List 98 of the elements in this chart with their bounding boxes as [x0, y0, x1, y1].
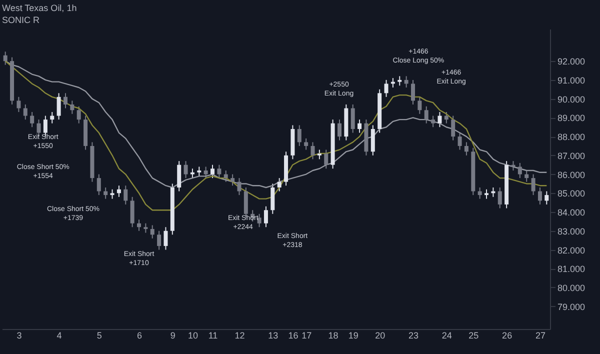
candlestick — [137, 219, 141, 232]
x-tick-label: 6 — [136, 330, 142, 340]
x-tick-label: 19 — [348, 330, 358, 340]
x-tick-label: 10 — [188, 330, 198, 340]
candlestick — [337, 119, 342, 141]
candlestick — [110, 188, 114, 200]
candlestick — [50, 112, 54, 124]
y-tick-label: 91.000 — [558, 75, 586, 86]
x-tick-label: 20 — [375, 330, 386, 340]
candlestick — [324, 149, 328, 170]
candlestick — [150, 224, 154, 239]
candlestick — [104, 186, 108, 200]
candlestick — [230, 174, 235, 186]
candlestick — [444, 112, 448, 124]
candlestick — [350, 104, 355, 134]
y-tick-label: 87.000 — [558, 150, 586, 161]
candlestick — [484, 188, 489, 200]
candlestick — [164, 226, 168, 250]
x-tick-label: 26 — [502, 330, 512, 340]
candlestick — [531, 174, 536, 196]
candlestick — [204, 166, 208, 179]
candlestick — [56, 92, 61, 120]
candlestick — [544, 190, 549, 205]
y-tick-label: 80.000 — [558, 282, 586, 293]
y-tick-label: 88.000 — [558, 132, 586, 142]
x-tick-label: 12 — [234, 330, 245, 340]
candlestick — [144, 222, 148, 234]
candlestick — [257, 213, 262, 228]
candlestick — [224, 170, 228, 182]
x-tick-label: 11 — [208, 330, 218, 340]
candlestick — [297, 124, 302, 146]
candlestick — [63, 92, 68, 109]
candlestick — [30, 112, 34, 128]
y-tick-label: 85.000 — [558, 188, 586, 199]
x-tick-label: 17 — [302, 330, 312, 340]
y-tick-label: 86.000 — [558, 170, 586, 180]
y-tick-label: 83.000 — [558, 226, 586, 236]
x-tick-label: 27 — [535, 330, 546, 340]
candlestick — [23, 104, 28, 120]
candlestick — [424, 106, 428, 124]
candlestick — [498, 186, 502, 209]
candlestick — [76, 106, 81, 124]
x-tick-label: 13 — [268, 330, 278, 340]
candlestick — [411, 79, 415, 105]
y-tick-label: 89.000 — [558, 113, 586, 124]
candlestick — [237, 178, 242, 196]
x-tick-label: 25 — [468, 330, 479, 340]
x-tick-label: 5 — [96, 330, 102, 340]
candlestick — [458, 132, 462, 150]
x-tick-label: 9 — [170, 330, 176, 340]
x-tick-label: 3 — [16, 330, 22, 340]
candlestick — [304, 138, 308, 150]
candlestick — [124, 185, 128, 205]
candlestick — [398, 76, 402, 86]
candlestick — [3, 51, 8, 66]
y-tick-label: 82.000 — [558, 245, 586, 256]
candlestick — [451, 115, 456, 141]
candlestick — [464, 142, 468, 156]
candlestick — [16, 96, 21, 113]
y-tick-label: 81.000 — [558, 264, 586, 274]
candlestick — [130, 196, 134, 228]
candlestick — [184, 160, 188, 179]
candlestick — [418, 96, 422, 114]
chart-title: West Texas Oil, 1h — [2, 3, 77, 13]
candlestick — [358, 119, 362, 134]
candlestick — [310, 142, 315, 160]
candlestick — [264, 206, 268, 228]
candlestick — [518, 162, 522, 179]
candlestick — [210, 164, 215, 179]
chart-subtitle: SONIC R — [2, 15, 40, 25]
x-tick-label: 18 — [328, 330, 338, 340]
candlestick — [190, 168, 194, 179]
candlestick — [116, 185, 121, 198]
candlestick — [317, 149, 322, 160]
candlestick — [217, 164, 222, 179]
y-tick-label: 79.000 — [558, 302, 586, 312]
candlestick — [277, 178, 282, 192]
candlestick — [70, 100, 74, 114]
candlestick — [404, 76, 408, 88]
candlestick — [538, 186, 542, 205]
candlestick — [431, 115, 436, 128]
candlestick — [478, 186, 482, 200]
y-tick-label: 90.000 — [558, 94, 586, 104]
x-tick-label: 16 — [288, 330, 298, 340]
y-tick-label: 92.000 — [558, 56, 586, 67]
candlestick — [438, 112, 442, 128]
candlestick — [384, 79, 388, 98]
candlestick — [177, 160, 182, 192]
candlestick — [270, 183, 275, 214]
candlestick — [524, 170, 529, 182]
candlestick — [96, 174, 101, 196]
candlestick — [370, 124, 375, 156]
x-tick-label: 23 — [408, 330, 419, 340]
x-tick-label: 24 — [442, 330, 452, 340]
y-tick-label: 84.000 — [558, 208, 586, 218]
x-tick-label: 4 — [56, 330, 62, 340]
candlestick — [157, 230, 162, 250]
candlestick — [197, 166, 202, 177]
